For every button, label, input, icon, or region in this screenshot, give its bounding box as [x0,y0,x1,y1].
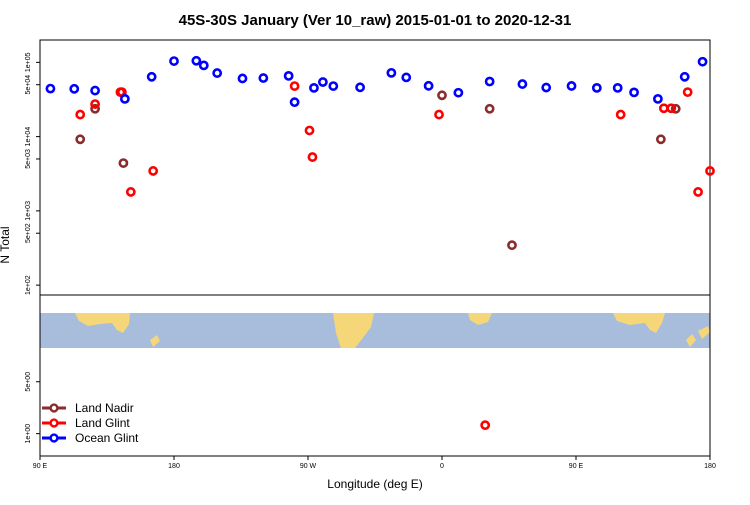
data-points [45,55,715,431]
land-nadir-point [118,158,129,168]
y-tick-label: 5e+04 [25,75,32,95]
ocean-glint-point [212,68,223,78]
ocean-glint-point [484,76,495,87]
ocean-glint-point [90,85,100,96]
ocean-glint-point [591,82,602,93]
ocean-glint-point [198,60,209,71]
ocean-glint-point [45,83,56,94]
x-tick-label: 90 E [33,463,48,470]
land-glint-point [434,109,444,120]
land-glint-point [693,187,703,197]
ocean-glint-point [453,87,464,98]
ocean-glint-point [386,67,397,78]
land-glint-point [289,81,300,91]
map-land [698,326,710,339]
ocean-glint-point [258,73,269,83]
land-nadir-point [484,103,495,114]
legend-marker-land-nadir [49,403,59,413]
ocean-glint-point [679,71,690,82]
map-land [613,313,665,333]
ocean-glint-point [119,93,130,104]
legend-label-land-glint: Land Glint [75,416,130,430]
ocean-glint-point [146,71,157,82]
ocean-glint-point [328,81,339,91]
land-glint-point [480,420,491,431]
ocean-glint-point [541,82,552,93]
ocean-glint-point [237,73,248,84]
land-glint-point [705,166,715,176]
land-nadir-point [437,90,447,101]
ocean-glint-point [317,77,328,87]
y-tick-label: 1e+02 [25,275,32,295]
x-tick-label: 0 [440,463,444,470]
land-nadir-point [75,134,86,145]
ocean-glint-point [697,56,708,67]
legend-marker-land-glint [49,418,59,428]
x-tick-label: 180 [704,463,716,470]
y-axis: 1e+00 5e+00 1e+02 5e+02 1e+03 5e+03 1e+04 5e+04… [25,52,40,443]
land-glint-point [304,125,315,136]
land-glint-point [658,103,669,114]
legend-marker-ocean-glint [49,433,59,443]
y-tick-label: 5e+03 [25,149,32,169]
map-land [468,313,492,325]
ocean-glint-point [355,82,366,93]
land-glint-point [125,187,136,197]
ocean-glint-point [401,72,412,83]
x-axis: 90 E 180 90 W 0 90 E 180 [33,456,716,470]
land-nadir-point [507,240,517,251]
map-ocean [40,313,710,348]
y-tick-label: 1e+03 [25,201,32,221]
ocean-glint-point [566,81,577,91]
ocean-glint-point [652,93,663,104]
x-tick-label: 90 W [300,463,317,470]
land-nadir-point [670,103,681,114]
land-glint-point [666,103,677,114]
land-glint-point [75,109,86,120]
legend-label-ocean-glint: Ocean Glint [75,431,139,445]
map-land [686,334,696,347]
y-tick-label: 1e+00 [25,424,32,444]
upper-panel-frame [39,39,711,296]
y-axis-label: N Total [0,226,12,263]
ocean-glint-point [309,82,319,93]
map-land [333,313,374,348]
ocean-glint-point [629,87,639,98]
ocean-glint-point [191,55,202,66]
map-strip [40,313,710,348]
lower-panel-frame [39,294,711,457]
ocean-glint-point [423,80,434,91]
y-tick-label: 5e+02 [25,223,32,243]
ocean-glint-point [289,97,300,108]
y-tick-label: 1e+05 [25,52,32,72]
land-glint-point [90,99,100,110]
legend-label-land-nadir: Land Nadir [75,401,134,415]
y-tick-label: 5e+00 [25,372,32,392]
land-nadir-point [90,103,100,114]
ocean-glint-point [517,79,528,89]
land-nadir-point [655,134,666,145]
ocean-glint-point [69,83,80,94]
chart-title: 45S-30S January (Ver 10_raw) 2015-01-01 … [179,12,572,29]
ocean-glint-point [612,82,623,93]
y-tick-label: 1e+04 [25,127,32,147]
land-glint-point [615,109,626,120]
land-glint-point [307,152,318,162]
map-land [75,313,130,333]
x-tick-label: 90 E [569,463,584,470]
land-glint-point [682,87,693,98]
ocean-glint-point [169,56,179,66]
ocean-glint-point [283,71,294,81]
land-glint-point [148,166,159,176]
x-axis-label: Longitude (deg E) [327,477,422,491]
map-land [150,335,160,347]
x-tick-label: 180 [168,463,180,470]
